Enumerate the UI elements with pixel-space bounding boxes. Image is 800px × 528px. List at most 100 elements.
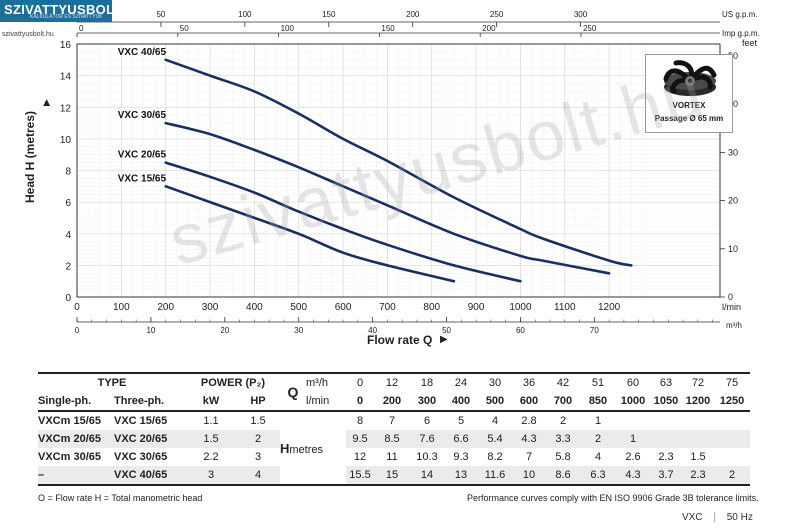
cell-head: 6.6 (453, 433, 469, 445)
table-row: VXCm 20/65 VXC 20/65 1.5 2 9.5 8.5 7.6 6.6 5.4 4.… (38, 430, 750, 448)
x-axis-arrow-icon: ▶ (440, 334, 448, 345)
cell-head: 2.3 (690, 469, 706, 481)
cell-head: 1 (594, 415, 602, 427)
m3h-unit-label: m³/h (726, 321, 742, 330)
impgpm-tick-label: 150 (381, 24, 395, 33)
table-row: VXCm 30/65 VXC 30/65 2.2 3 12 11 10.3 9.3 8.2 7 5.… (38, 448, 750, 466)
q-header: Q (280, 372, 306, 411)
cell-head: 3.3 (555, 433, 571, 445)
m3h-unit: m³/h (306, 372, 346, 392)
q-lmin-6: 700 (553, 395, 573, 407)
feet-tick-label: 10 (728, 244, 738, 254)
x-tick-label-lmin: 300 (202, 302, 219, 313)
cell-head: 4.3 (625, 469, 641, 481)
cell-single: – (38, 469, 45, 481)
cell-single: VXCm 15/65 (38, 415, 101, 427)
cell-head: 4.3 (521, 433, 537, 445)
usgpm-unit-label: US g.p.m. (722, 10, 758, 19)
curve-vxc-20-65 (164, 161, 522, 283)
usgpm-tick-label: 150 (322, 10, 336, 19)
vortex-subtitle: Passage Ø 65 mm (654, 114, 724, 123)
impeller-icon (663, 60, 717, 96)
cell-head: 10.3 (416, 451, 438, 463)
kw-header: kW (202, 395, 220, 407)
type-header: TYPE (38, 372, 186, 392)
series-label: VXC 30/65 (118, 110, 167, 121)
cell-head: 1 (629, 433, 637, 445)
y-tick-label: 14 (60, 72, 72, 83)
cell-head: 5.4 (487, 433, 503, 445)
cell-head (682, 430, 714, 448)
brand-logo[interactable]: SZIVATTYUSBOLT.HU KALKULÁTOR ÉS SZIVATTY… (0, 0, 143, 22)
cell-kw: 3 (207, 469, 215, 481)
brand-url[interactable]: szivattyusbolt.hu (2, 31, 54, 38)
q-lmin-3: 400 (451, 395, 471, 407)
y-tick-label: 0 (65, 293, 71, 304)
q-lmin-11: 1250 (719, 395, 745, 407)
q-m3h-7: 51 (580, 372, 616, 392)
m3h-tick-label: 10 (146, 326, 155, 335)
cell-three: VXC 20/65 (114, 433, 168, 445)
cell-head: 2 (559, 415, 567, 427)
hp-header: HP (250, 395, 266, 407)
feet-tick-label: 0 (728, 292, 733, 302)
m3h-tick-label: 70 (590, 326, 599, 335)
feet-unit-label: feet (742, 38, 758, 48)
table-header-row-2: Single-ph. Three-ph. kW HP l/min 0 200 3… (38, 392, 750, 411)
x-tick-label-lmin: 100 (113, 302, 130, 313)
q-m3h-5: 36 (512, 372, 546, 392)
m3h-tick-label: 50 (442, 326, 451, 335)
x-tick-label-lmin: 200 (157, 302, 174, 313)
table-row: – VXC 40/65 3 4 15.5 15 14 13 11.6 10 8.6 6.3 4.3 3.7… (38, 466, 750, 485)
q-lmin-7: 850 (588, 395, 608, 407)
impgpm-unit-label: Imp g.p.m. (722, 29, 760, 38)
usgpm-tick-label: 100 (238, 10, 252, 19)
cell-head: 1.5 (690, 451, 706, 463)
series-label: VXC 20/65 (118, 150, 167, 161)
m3h-tick-label: 0 (75, 326, 80, 335)
x-tick-label-lmin: 1000 (509, 302, 532, 313)
y-tick-label: 6 (65, 198, 71, 209)
cell-three: VXC 15/65 (114, 415, 168, 427)
y-tick-label: 10 (60, 135, 72, 146)
cell-kw: 1.1 (203, 415, 219, 427)
q-m3h-6: 42 (546, 372, 580, 392)
series-label: VXC 40/65 (118, 47, 167, 58)
x-tick-label-lmin: 600 (335, 302, 352, 313)
y-tick-label: 16 (60, 40, 72, 51)
cell-head: 7.6 (419, 433, 435, 445)
m3h-tick-label: 40 (368, 326, 377, 335)
feet-tick-label: 40 (728, 99, 738, 109)
usgpm-tick-label: 300 (574, 10, 588, 19)
cell-single: VXCm 30/65 (38, 451, 101, 463)
cell-head: 2 (594, 433, 602, 445)
cell-three: VXC 30/65 (114, 451, 168, 463)
cell-head: 9.3 (453, 451, 469, 463)
footer-model: VXC (682, 512, 703, 523)
series-label: VXC 15/65 (118, 173, 167, 184)
single-ph-header: Single-ph. (38, 395, 92, 407)
impgpm-tick-label: 50 (180, 24, 189, 33)
q-lmin-10: 1200 (685, 395, 711, 407)
impgpm-tick-label: 100 (281, 24, 295, 33)
cell-head: 2 (728, 469, 736, 481)
cell-head: 2.6 (625, 451, 641, 463)
cell-head: 2.8 (521, 415, 537, 427)
impgpm-tick-label: 250 (583, 24, 597, 33)
h-symbol: H (280, 440, 290, 456)
cell-head (714, 430, 750, 448)
cell-head: 4 (594, 451, 602, 463)
cell-head: 15.5 (349, 469, 371, 481)
q-m3h-9: 63 (650, 372, 682, 392)
y-axis-arrow-icon: ▶ (40, 99, 51, 106)
legend-note: O = Flow rate H = Total manometric head (38, 493, 203, 503)
cell-hp: 4 (254, 469, 262, 481)
feet-tick-label: 20 (728, 196, 738, 206)
cell-kw: 1.5 (203, 433, 219, 445)
usgpm-tick-label: 50 (156, 10, 165, 19)
table-header-row-1: TYPE POWER (P₂) Q m³/h 0 12 18 24 30 36 … (38, 372, 750, 411)
cell-head (714, 448, 750, 466)
q-m3h-1: 12 (374, 372, 410, 392)
x-tick-label-lmin: 0 (74, 302, 80, 313)
cell-head: 8.5 (384, 433, 400, 445)
